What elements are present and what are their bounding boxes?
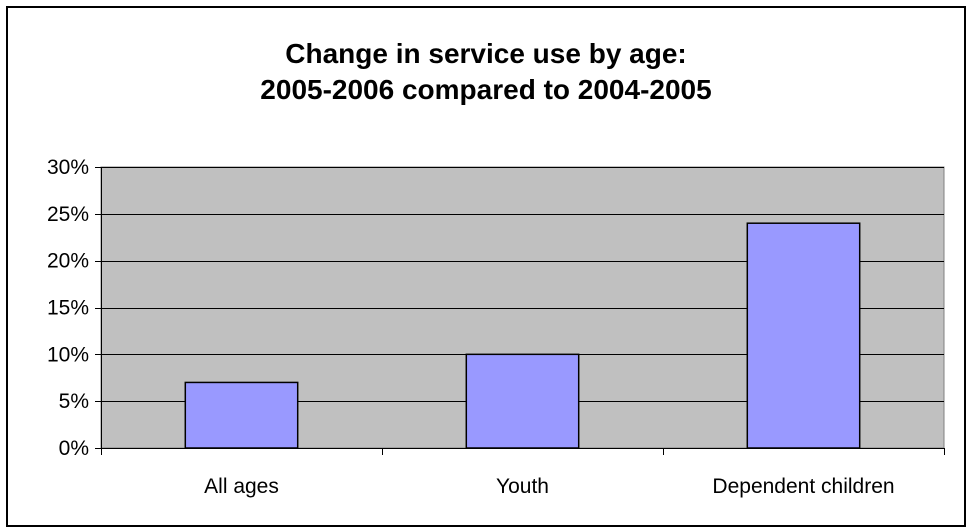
- chart-title: Change in service use by age: 2005-2006 …: [8, 36, 964, 108]
- chart-title-line-2: 2005-2006 compared to 2004-2005: [260, 74, 712, 105]
- x-category-label: Dependent children: [712, 475, 894, 498]
- chart-title-line-1: Change in service use by age:: [285, 38, 687, 69]
- y-tick-label: 15%: [47, 297, 89, 320]
- x-category-label: Youth: [496, 475, 549, 498]
- bar-youth: [465, 353, 580, 449]
- bars: [184, 222, 861, 449]
- y-tick-label: 5%: [59, 390, 89, 413]
- y-tick-labels: 0% 5% 10% 15% 20% 25% 30%: [47, 156, 89, 460]
- y-tick-label: 20%: [47, 250, 89, 273]
- y-tick-label: 10%: [47, 343, 89, 366]
- y-tick-label: 25%: [47, 203, 89, 226]
- y-tick-label: 0%: [59, 437, 89, 460]
- bar-all-ages: [184, 381, 299, 449]
- axes: [95, 167, 945, 455]
- x-category-labels: All ages Youth Dependent children: [204, 475, 894, 498]
- bar-dependent-children: [746, 222, 861, 449]
- y-tick-label: 30%: [47, 156, 89, 179]
- x-category-label: All ages: [204, 475, 279, 498]
